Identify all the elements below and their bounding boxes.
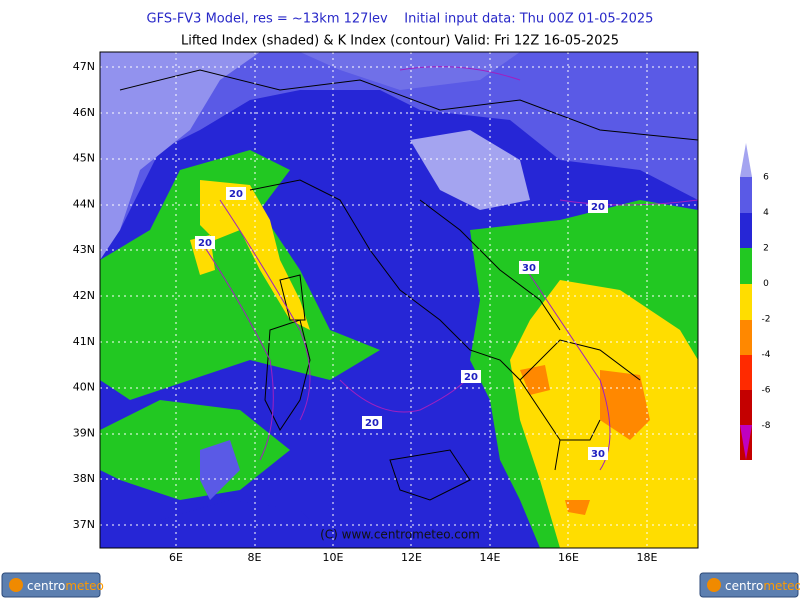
lat-label: 43N [73, 243, 95, 256]
lon-label: 10E [323, 551, 344, 564]
lat-label: 44N [73, 197, 95, 210]
contour-label: 30 [591, 449, 605, 460]
logo-text: centrometeo [725, 579, 800, 593]
logo-left: centrometeo [1, 572, 104, 598]
title: GFS-FV3 Model, res = ~13km 127lev Initia… [147, 12, 654, 27]
contour-label: 20 [229, 189, 243, 200]
contour-label: 20 [365, 418, 379, 429]
colorbar-label: 2 [763, 244, 769, 254]
colorbar-label: 0 [763, 279, 769, 289]
colorbar-label: -6 [762, 386, 771, 396]
lat-label: 45N [73, 152, 95, 165]
colorbar-label: 4 [763, 208, 769, 218]
contour-label: 30 [522, 263, 536, 274]
lon-labels: 6E 8E 10E 12E 14E 16E 18E [169, 551, 657, 564]
contour-label: 20 [464, 372, 478, 383]
colorbar-label: -8 [762, 421, 771, 431]
subtitle: Lifted Index (shaded) & K Index (contour… [181, 34, 619, 49]
map-field [100, 52, 698, 548]
colorbar-labels: 6 4 2 0 -2 -4 -6 -8 [762, 173, 771, 432]
logo-right: centrometeo [699, 572, 800, 598]
lat-label: 40N [73, 381, 95, 394]
map-frame [99, 51, 699, 549]
contour-label: 20 [591, 202, 605, 213]
copyright: (C) www.centrometeo.com [320, 528, 480, 542]
lat-label: 41N [73, 335, 95, 348]
contour-label: 20 [198, 238, 212, 249]
lat-label: 47N [73, 60, 95, 73]
lon-label: 12E [401, 551, 422, 564]
lat-label: 42N [73, 289, 95, 302]
logo-text: centrometeo [27, 579, 104, 593]
lat-label: 37N [73, 518, 95, 531]
colorbar-label: -4 [762, 350, 771, 360]
lon-label: 18E [637, 551, 658, 564]
lat-labels: 47N 46N 45N 44N 43N 42N 41N 40N 39N 38N 37N [73, 60, 95, 531]
lat-label: 38N [73, 472, 95, 485]
lon-label: 6E [169, 551, 183, 564]
lon-label: 16E [558, 551, 579, 564]
lon-label: 14E [480, 551, 501, 564]
contour-labels: 20 20 20 20 20 30 30 [195, 187, 608, 460]
lat-label: 46N [73, 106, 95, 119]
lon-label: 8E [248, 551, 262, 564]
colorbar-label: 6 [763, 173, 769, 183]
lat-label: 39N [73, 426, 95, 439]
colorbar [740, 143, 752, 460]
colorbar-label: -2 [762, 315, 771, 325]
